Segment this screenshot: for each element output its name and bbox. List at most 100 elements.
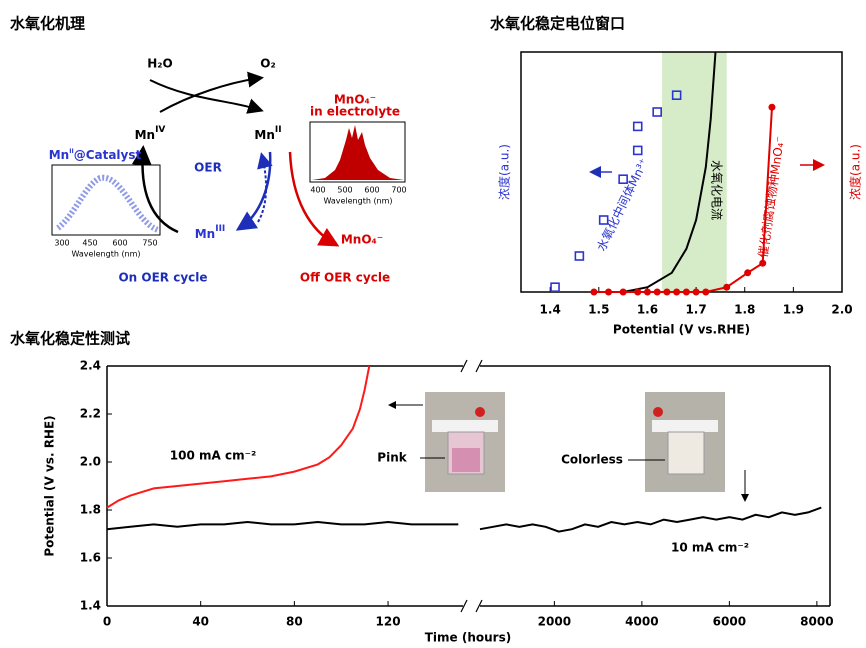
cycle-label: Off OER cycle [300, 271, 390, 285]
inset-tick: 300 [54, 239, 69, 248]
x-tick-label: 1.4 [540, 303, 561, 317]
series-label: 100 mA cm⁻² [170, 449, 256, 463]
annotation: Pink [377, 451, 407, 465]
x-tick-label: 1.5 [588, 303, 609, 317]
marker [654, 289, 661, 296]
marker [634, 146, 642, 154]
body: 水氧化机理 H₂O O₂ MnIV MnII MnIII MnO₄⁻ OER M… [0, 0, 866, 648]
inset-tick: 400 [310, 186, 325, 195]
node: MnII [254, 125, 281, 142]
marker [663, 289, 670, 296]
marker [723, 284, 730, 291]
node-text: Mn [195, 227, 215, 241]
inset-tick: 600 [364, 186, 379, 195]
inset-tick: 600 [112, 239, 127, 248]
x-tick-label: 2000 [538, 615, 571, 629]
chart-title: 水氧化稳定电位窗口 [490, 15, 625, 33]
inset-tick: 700 [391, 186, 406, 195]
y-tick-label: 2.2 [80, 407, 101, 421]
center-label: OER [194, 161, 222, 175]
y-tick-label: 2.0 [80, 455, 101, 469]
arrow [150, 80, 260, 110]
node: MnIII [195, 224, 226, 241]
y-tick-label: 1.6 [80, 551, 101, 565]
x-axis-label: Potential (V vs.RHE) [613, 323, 750, 337]
series-line [480, 508, 821, 532]
x-tick-label: 120 [376, 615, 401, 629]
annotation: Colorless [561, 453, 623, 467]
inset-tick: 450 [82, 239, 97, 248]
series-line [107, 522, 458, 529]
photo-part [652, 420, 718, 432]
marker [693, 289, 700, 296]
marker [590, 289, 597, 296]
marker [634, 122, 642, 130]
marker [620, 289, 627, 296]
inset-xlabel: Wavelength (nm) [323, 197, 392, 206]
photo-part [653, 407, 663, 417]
photo-part [452, 448, 480, 472]
inset-xlabel: Wavelength (nm) [71, 250, 140, 259]
marker [744, 269, 751, 276]
node-sup: III [215, 224, 225, 234]
inset-label-text: Mn [49, 148, 69, 162]
series-label: 10 mA cm⁻² [671, 541, 749, 555]
figure: 水氧化机理 H₂O O₂ MnIV MnII MnIII MnO₄⁻ OER M… [0, 0, 866, 648]
x-tick-label: 80 [286, 615, 303, 629]
y2-axis-label: 浓度(a.u.) [848, 144, 863, 200]
x-tick-label: 1.6 [637, 303, 658, 317]
node-sup: IV [155, 125, 165, 135]
photo [645, 392, 725, 492]
inset-tick: 500 [337, 186, 352, 195]
marker [575, 252, 583, 260]
marker [634, 289, 641, 296]
y-tick-label: 2.4 [80, 359, 101, 373]
node-text: Mn [135, 128, 155, 142]
chart-title: 水氧化稳定性测试 [10, 330, 130, 348]
inset-label-rest: @Catalyst [74, 148, 142, 162]
x-tick-label: 4000 [625, 615, 658, 629]
node-sup: II [275, 125, 282, 135]
marker [673, 289, 680, 296]
x-tick-label: 0 [103, 615, 111, 629]
x-tick-label: 8000 [800, 615, 833, 629]
x-tick-label: 6000 [713, 615, 746, 629]
x-axis-label: Time (hours) [425, 631, 511, 645]
inset-label: in electrolyte [310, 105, 400, 119]
photo-part [475, 407, 485, 417]
marker [644, 289, 651, 296]
node: MnO₄⁻ [341, 233, 383, 247]
product: O₂ [260, 57, 275, 71]
page: Water oxidation stability figure {"diagr… [0, 0, 866, 648]
x-tick-label: 1.7 [685, 303, 706, 317]
reactant: H₂O [147, 57, 173, 71]
y-axis-label: 浓度(a.u.) [497, 144, 512, 200]
marker [759, 260, 766, 267]
photo-part [668, 432, 704, 474]
y-axis-label: Potential (V vs. RHE) [43, 415, 57, 556]
inset-label: MnII@Catalyst [49, 148, 142, 162]
x-tick-label: 1.9 [783, 303, 804, 317]
series-line [107, 366, 369, 508]
series-label: 催化剂腐蚀物种MnO₄⁻ [755, 135, 787, 258]
y-tick-label: 1.8 [80, 503, 101, 517]
marker [653, 108, 661, 116]
x-tick-label: 40 [192, 615, 209, 629]
photo-part [432, 420, 498, 432]
arrow [240, 152, 270, 228]
node-text: Mn [254, 128, 274, 142]
marker [683, 289, 690, 296]
marker [768, 104, 775, 111]
inset-tick: 750 [142, 239, 157, 248]
node: MnIV [135, 125, 166, 142]
x-tick-label: 1.8 [734, 303, 755, 317]
y-tick-label: 1.4 [80, 599, 101, 613]
series-label: 水氧化电流 [710, 160, 724, 220]
series-label: 水氧化中间体Mn³⁺ [593, 156, 651, 253]
diagram-title: 水氧化机理 [10, 15, 85, 33]
marker [702, 289, 709, 296]
cycle-label: On OER cycle [118, 271, 207, 285]
marker [605, 289, 612, 296]
inset-spectrum [312, 125, 404, 180]
photo [425, 392, 505, 492]
